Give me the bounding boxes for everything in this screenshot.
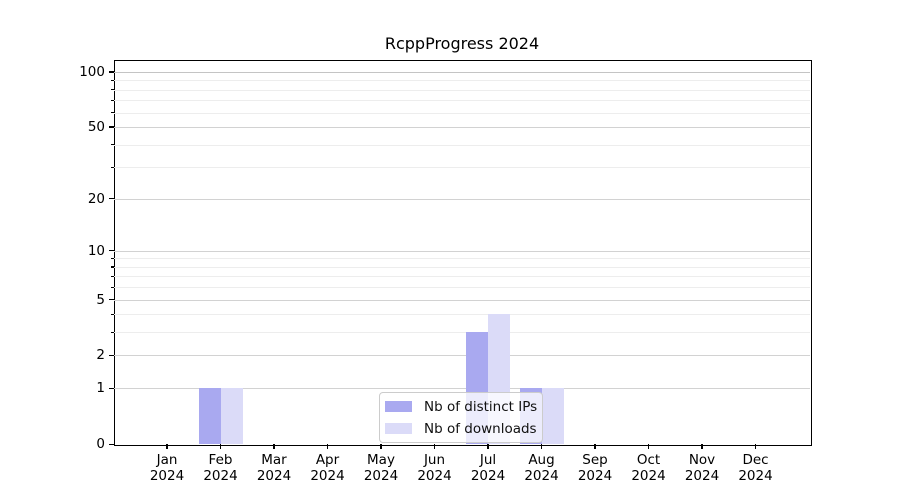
legend-swatch-distinct-ips bbox=[385, 401, 412, 412]
x-tick-label-may: May 2024 bbox=[363, 452, 399, 484]
gridline-minor-7 bbox=[114, 276, 810, 278]
y-tick-10 bbox=[109, 250, 114, 252]
y-tick-label-0: 0 bbox=[96, 436, 105, 452]
y-tick-label-50: 50 bbox=[87, 118, 105, 135]
y-minor-tick-6 bbox=[111, 286, 114, 288]
y-tick-1 bbox=[109, 387, 114, 389]
y-tick-label-2: 2 bbox=[96, 347, 105, 364]
y-tick-label-10: 10 bbox=[87, 242, 105, 259]
y-minor-tick-70 bbox=[111, 99, 114, 101]
x-tick-label-jun: Jun 2024 bbox=[417, 452, 452, 484]
legend: Nb of distinct IPs Nb of downloads bbox=[379, 392, 543, 443]
gridline-1 bbox=[114, 388, 810, 390]
gridline-10 bbox=[114, 250, 810, 252]
y-tick-20 bbox=[109, 198, 114, 200]
y-minor-tick-60 bbox=[111, 112, 114, 114]
gridline-minor-6 bbox=[114, 287, 810, 289]
gridline-minor-30 bbox=[114, 167, 810, 169]
x-tick-dec bbox=[754, 444, 757, 449]
x-tick-label-nov: Nov 2024 bbox=[684, 452, 720, 484]
legend-label-distinct-ips: Nb of distinct IPs bbox=[424, 398, 538, 415]
gridline-100 bbox=[114, 71, 810, 73]
x-tick-label-feb: Feb 2024 bbox=[203, 452, 238, 484]
x-tick-sep bbox=[594, 444, 596, 449]
legend-entry-distinct-ips: Nb of distinct IPs bbox=[385, 398, 538, 415]
gridline-minor-9 bbox=[114, 258, 810, 260]
gridline-20 bbox=[114, 198, 810, 200]
bar-downloads-feb bbox=[220, 388, 243, 444]
chart-title: RcppProgress 2024 bbox=[384, 34, 540, 53]
bar-distinct-ips-feb bbox=[198, 388, 221, 444]
legend-entry-downloads: Nb of downloads bbox=[385, 420, 537, 437]
y-minor-tick-8 bbox=[111, 266, 114, 268]
legend-label-downloads: Nb of downloads bbox=[424, 420, 537, 437]
y-tick-2 bbox=[109, 354, 114, 357]
x-tick-mar bbox=[273, 444, 275, 449]
x-tick-label-sep: Sep 2024 bbox=[577, 452, 613, 484]
y-minor-tick-40 bbox=[111, 144, 114, 146]
y-tick-label-20: 20 bbox=[87, 190, 105, 207]
y-tick-5 bbox=[109, 299, 114, 301]
plot-area bbox=[114, 60, 810, 444]
gridline-minor-90 bbox=[114, 80, 810, 82]
x-tick-label-dec: Dec 2024 bbox=[738, 452, 773, 484]
gridline-2 bbox=[114, 355, 810, 357]
gridline-minor-60 bbox=[114, 112, 810, 114]
x-tick-label-oct: Oct 2024 bbox=[631, 452, 666, 484]
gridline-minor-40 bbox=[114, 144, 810, 146]
x-tick-label-aug: Aug 2024 bbox=[524, 452, 559, 484]
y-tick-label-100: 100 bbox=[79, 63, 105, 80]
gridline-minor-80 bbox=[114, 89, 810, 91]
plot-frame bbox=[114, 60, 812, 446]
gridline-minor-8 bbox=[114, 266, 810, 268]
legend-swatch-downloads bbox=[385, 423, 412, 434]
y-minor-tick-9 bbox=[111, 257, 114, 260]
x-tick-label-apr: Apr 2024 bbox=[310, 452, 345, 484]
y-tick-label-5: 5 bbox=[96, 291, 105, 308]
x-tick-oct bbox=[647, 444, 650, 449]
x-tick-nov bbox=[701, 444, 703, 449]
y-minor-tick-30 bbox=[111, 166, 114, 168]
y-minor-tick-7 bbox=[111, 275, 114, 277]
y-minor-tick-80 bbox=[111, 89, 114, 91]
bar-downloads-aug bbox=[541, 388, 564, 444]
gridline-minor-4 bbox=[114, 314, 810, 316]
x-tick-jan bbox=[166, 444, 168, 449]
gridline-5 bbox=[114, 299, 810, 301]
x-tick-label-jul: Jul 2024 bbox=[470, 452, 506, 484]
y-minor-tick-4 bbox=[111, 313, 114, 315]
y-tick-50 bbox=[109, 126, 114, 128]
y-tick-0 bbox=[109, 443, 114, 445]
gridline-50 bbox=[114, 126, 810, 128]
y-tick-100 bbox=[109, 71, 114, 73]
x-tick-label-jan: Jan 2024 bbox=[149, 452, 185, 484]
x-tick-may bbox=[380, 444, 382, 449]
y-minor-tick-3 bbox=[111, 331, 114, 333]
gridline-minor-70 bbox=[114, 100, 810, 102]
y-minor-tick-90 bbox=[111, 79, 114, 81]
x-tick-aug bbox=[540, 444, 543, 449]
x-tick-jul bbox=[487, 444, 489, 449]
x-tick-apr bbox=[326, 444, 329, 449]
x-tick-label-mar: Mar 2024 bbox=[256, 452, 292, 484]
x-tick-feb bbox=[219, 444, 222, 449]
gridline-minor-3 bbox=[114, 332, 810, 334]
x-tick-jun bbox=[433, 444, 436, 449]
y-tick-label-1: 1 bbox=[96, 380, 105, 397]
